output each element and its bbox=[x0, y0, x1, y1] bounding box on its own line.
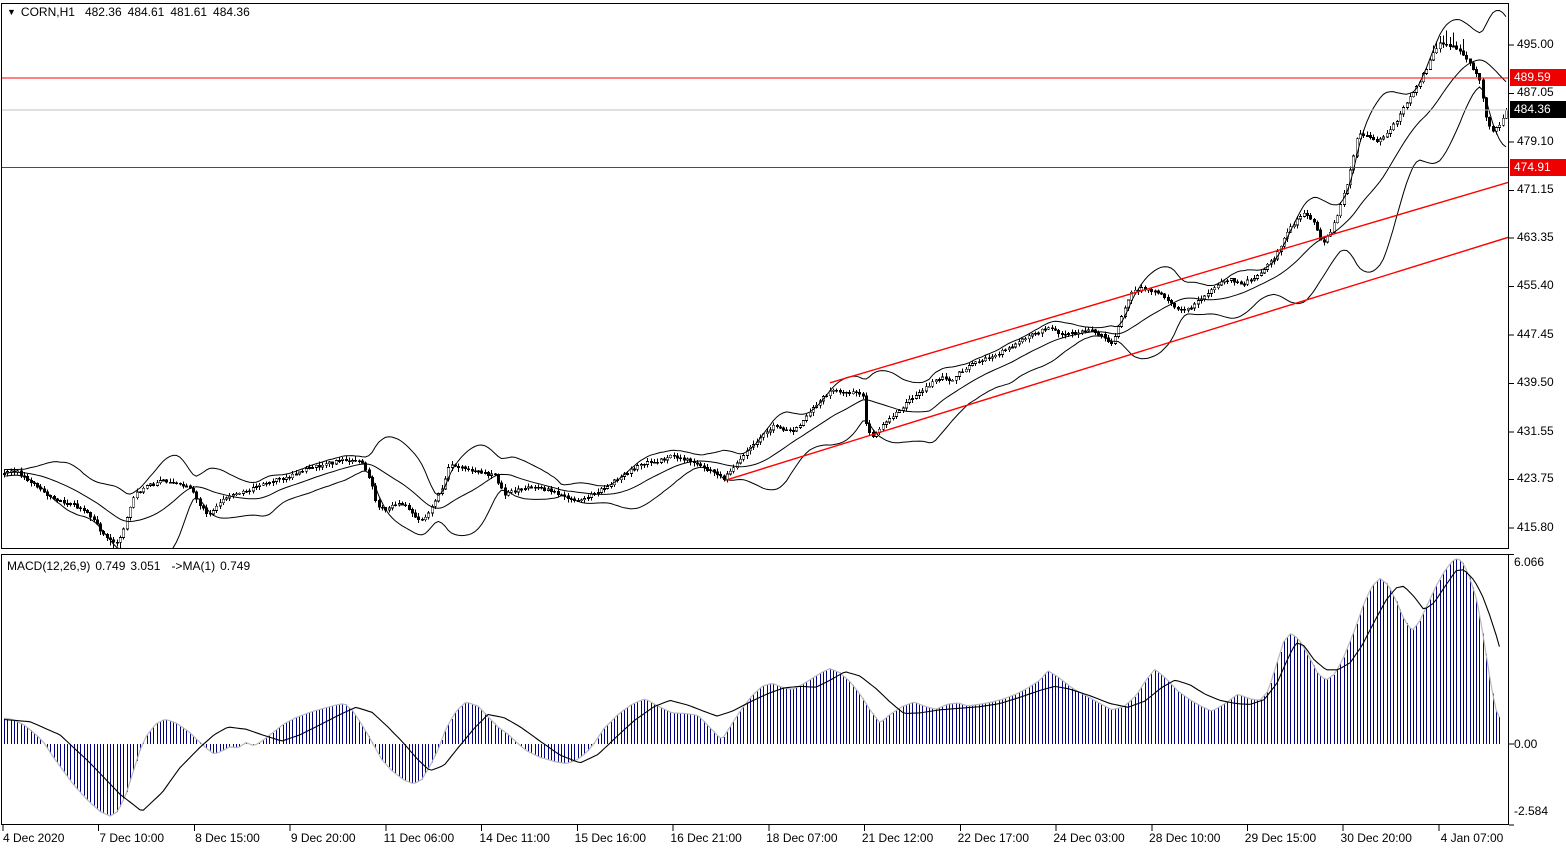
bollinger-upper-band bbox=[3, 9, 1507, 496]
low-value: 481.61 bbox=[170, 5, 208, 19]
symbol-label: CORN,H1 bbox=[20, 5, 75, 19]
price-tick-label: 463.35 bbox=[1517, 230, 1554, 244]
time-tick-label: 11 Dec 06:00 bbox=[383, 831, 455, 845]
time-tick-label: 4 Jan 07:00 bbox=[1440, 831, 1504, 845]
bollinger-middle-band bbox=[3, 59, 1507, 523]
time-tick-label: 21 Dec 12:00 bbox=[861, 831, 934, 845]
resistance-price-badge: 489.59 bbox=[1510, 69, 1566, 87]
main-panel-border bbox=[1, 3, 1509, 549]
time-tick-label: 8 Dec 15:00 bbox=[195, 831, 260, 845]
macd-chart-layer[interactable] bbox=[3, 558, 1500, 817]
trendline-lower[interactable] bbox=[724, 236, 1509, 482]
bull-candles bbox=[2, 42, 1509, 543]
macd-panel-border bbox=[1, 554, 1509, 825]
price-tick-label: 439.50 bbox=[1517, 375, 1554, 390]
current-price-badge: 484.36 bbox=[1510, 101, 1566, 119]
macd-tick-label: 0.00 bbox=[1514, 737, 1538, 752]
time-tick-label: 4 Dec 2020 bbox=[3, 831, 65, 845]
macd-histogram bbox=[4, 559, 1500, 817]
time-tick-label: 15 Dec 16:00 bbox=[574, 831, 647, 845]
macd-indicator-label: MACD(12,26,9) 0.749 3.051 ->MA(1) 0.749 bbox=[7, 559, 255, 573]
time-tick-label: 16 Dec 21:00 bbox=[670, 831, 742, 845]
close-value: 484.36 bbox=[213, 5, 250, 19]
time-tick-label: 9 Dec 20:00 bbox=[290, 831, 356, 845]
macd-ma-label: ->MA(1) bbox=[171, 559, 216, 573]
macd-signal-value: 3.051 bbox=[130, 559, 161, 573]
time-tick-label: 14 Dec 11:00 bbox=[479, 831, 550, 845]
time-tick-label: 28 Dec 10:00 bbox=[1149, 831, 1221, 845]
time-tick-label: 24 Dec 03:00 bbox=[1053, 831, 1125, 845]
macd-tick-label: -2.584 bbox=[1514, 804, 1549, 818]
time-tick-label: 7 Dec 10:00 bbox=[99, 831, 165, 845]
price-chart-layer[interactable] bbox=[1, 9, 1509, 559]
price-tick-label: 455.40 bbox=[1517, 278, 1554, 293]
candle-wicks bbox=[4, 30, 1507, 549]
high-value: 484.61 bbox=[127, 5, 165, 19]
macd-ma-value: 0.749 bbox=[220, 559, 251, 573]
price-tick-label: 447.45 bbox=[1517, 326, 1554, 341]
macd-main-value: 0.749 bbox=[95, 559, 126, 573]
chart-title: ▼ CORN,H1 482.36 484.61 481.61 484.36 bbox=[7, 5, 256, 19]
time-tick-label: 29 Dec 15:00 bbox=[1244, 831, 1317, 845]
price-tick-label: 487.05 bbox=[1517, 85, 1554, 100]
time-tick-label: 22 Dec 17:00 bbox=[957, 831, 1029, 845]
macd-main-line bbox=[3, 558, 1500, 817]
price-tick-label: 423.75 bbox=[1517, 471, 1554, 486]
price-tick-label: 479.10 bbox=[1517, 133, 1554, 148]
trendline-upper[interactable] bbox=[829, 181, 1509, 384]
open-value: 482.36 bbox=[84, 5, 122, 19]
chevron-down-icon[interactable]: ▼ bbox=[7, 7, 16, 17]
macd-signal-line bbox=[3, 569, 1500, 811]
time-tick-label: 18 Dec 07:00 bbox=[766, 831, 838, 845]
macd-tick-label: 6.066 bbox=[1514, 555, 1545, 569]
time-tick-label: 30 Dec 20:00 bbox=[1340, 831, 1412, 845]
bollinger-lower-band bbox=[3, 86, 1507, 549]
price-tick-label: 471.15 bbox=[1517, 182, 1554, 197]
macd-name: MACD(12,26,9) bbox=[7, 559, 91, 573]
price-tick-label: 431.55 bbox=[1517, 423, 1554, 438]
price-tick-label: 415.80 bbox=[1517, 519, 1554, 534]
bear-candles bbox=[12, 42, 1496, 544]
support-price-badge: 474.91 bbox=[1510, 159, 1566, 176]
price-tick-label: 495.00 bbox=[1517, 37, 1554, 51]
